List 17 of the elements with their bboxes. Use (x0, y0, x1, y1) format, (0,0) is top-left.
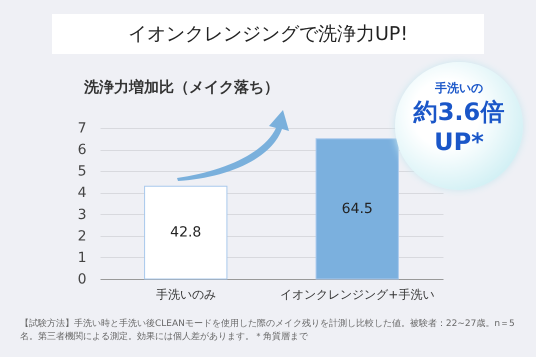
text: 【試験方法】手洗い時と手洗い後CLEANモードを使用した際のメイク残りを計測し比較した値。被験者：22~27歳。n＝5名。第三者機関による測定。効果には個人差があります。＊角質層まで (20, 318, 516, 344)
annotation: 42.8 (170, 224, 202, 241)
y-tick-label: 1 (78, 250, 86, 266)
y-tick-label: 7 (78, 120, 86, 136)
y-tick-label: 3 (78, 206, 86, 223)
annotation: 約3.6倍UP* (412, 97, 506, 157)
x-tick-label: 手洗いのみ (156, 288, 216, 302)
y-tick-label: 6 (78, 142, 87, 158)
text: 手洗いの (434, 80, 484, 97)
chart-title: イオンクレンジングで洗浄力UP! (52, 14, 484, 54)
chart-subtitle: 洗浄力増加比（メイク落ち） (84, 78, 279, 97)
x-tick-label: イオンクレンジング+手洗い (280, 288, 434, 302)
y-tick-label: 0 (78, 272, 86, 288)
y-tick-label: 5 (78, 164, 86, 180)
annotation: 64.5 (342, 200, 373, 217)
y-tick-label: 4 (78, 185, 87, 202)
y-tick-label: 2 (78, 228, 86, 244)
